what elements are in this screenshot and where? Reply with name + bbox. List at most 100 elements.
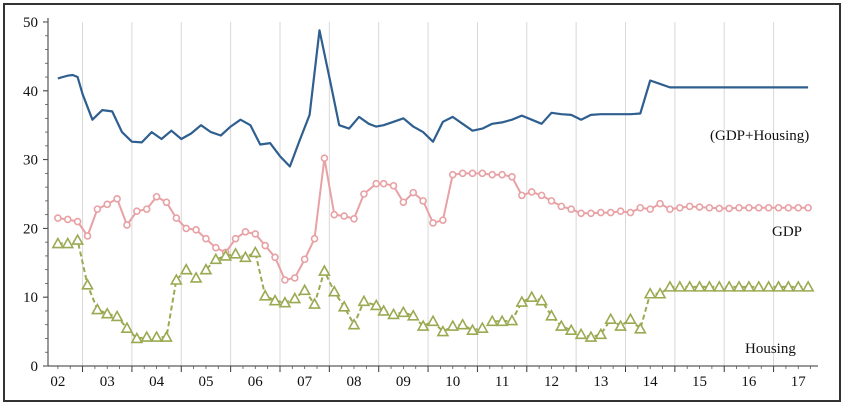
data-point: [209, 252, 223, 265]
data-point: [140, 330, 154, 342]
data-point: [63, 215, 72, 224]
data-point: [251, 230, 260, 238]
data-point: [162, 198, 171, 207]
data-point: [239, 250, 252, 263]
data-point: [772, 280, 785, 292]
data-point: [774, 203, 783, 212]
data-point: [90, 302, 104, 315]
data-point: [81, 278, 94, 290]
data-point: [468, 169, 477, 178]
data-point: [379, 179, 388, 188]
data-point: [360, 190, 368, 198]
y-tick-label: 0: [31, 359, 39, 375]
data-point: [202, 234, 210, 243]
data-point: [495, 314, 509, 327]
data-point: [377, 304, 391, 316]
data-point: [475, 321, 489, 333]
data-point: [683, 280, 697, 292]
data-point: [745, 203, 753, 212]
data-point: [416, 319, 430, 331]
data-point: [782, 280, 795, 292]
data-point: [169, 273, 183, 285]
data-point: [212, 243, 220, 252]
data-point: [426, 314, 440, 327]
y-tick-label: 50: [23, 15, 38, 31]
data-point: [429, 219, 437, 227]
data-point: [327, 285, 341, 297]
data-point: [142, 205, 151, 213]
data-point: [73, 217, 82, 226]
data-point: [160, 330, 173, 342]
data-point: [93, 205, 102, 213]
data-point: [527, 188, 536, 196]
data-point: [439, 216, 447, 224]
data-point: [258, 289, 272, 301]
data-point: [675, 203, 684, 212]
data-point: [369, 298, 383, 311]
data-point: [318, 264, 331, 276]
data-point: [715, 204, 724, 213]
data-point: [764, 203, 773, 212]
data-point: [152, 192, 161, 201]
data-point: [567, 205, 576, 213]
data-point: [310, 234, 319, 243]
x-tick-label: 10: [445, 374, 460, 390]
data-point: [554, 319, 568, 331]
x-tick-label: 12: [544, 374, 559, 390]
data-point: [199, 263, 213, 275]
data-point: [61, 236, 75, 249]
data-point: [110, 309, 124, 322]
data-point: [703, 280, 716, 292]
data-point: [537, 191, 546, 200]
data-point: [446, 319, 460, 331]
data-point: [515, 295, 529, 307]
data-point: [752, 280, 766, 292]
data-point: [577, 209, 585, 218]
data-point: [791, 280, 805, 292]
data-point: [281, 276, 289, 284]
data-point: [663, 280, 677, 292]
data-point: [320, 154, 329, 163]
x-tick-label: 09: [396, 374, 411, 390]
data-point: [712, 280, 726, 292]
series-label-housing: Housing: [745, 341, 796, 357]
x-tick-label: 15: [692, 374, 707, 390]
data-point: [51, 236, 65, 249]
data-point: [564, 323, 578, 336]
data-point: [498, 170, 506, 179]
data-point: [616, 207, 625, 215]
data-point: [525, 290, 539, 303]
y-tick-label: 30: [23, 153, 38, 169]
data-point: [448, 170, 457, 179]
data-point: [330, 210, 339, 219]
data-point: [636, 203, 645, 212]
data-point: [732, 280, 746, 292]
label-layer: (GDP+Housing) GDP Housing: [710, 128, 809, 357]
data-point: [594, 327, 608, 340]
data-point: [545, 309, 558, 321]
data-point: [120, 321, 134, 333]
data-point: [466, 323, 479, 336]
x-tick-label: 05: [198, 374, 213, 390]
data-point: [653, 287, 667, 299]
data-point: [518, 191, 526, 200]
data-point: [584, 330, 598, 342]
data-point: [350, 214, 358, 223]
data-point: [340, 212, 348, 220]
data-point: [83, 232, 92, 240]
data-point: [133, 207, 141, 215]
data-point: [685, 202, 694, 211]
data-point: [458, 169, 467, 178]
x-tick-label: 13: [593, 374, 608, 390]
data-point: [722, 280, 736, 292]
x-tick-label: 08: [347, 374, 362, 390]
data-point: [735, 203, 743, 212]
data-point: [231, 234, 240, 243]
data-point: [347, 318, 361, 330]
x-tick-label: 04: [149, 374, 165, 390]
data-point: [656, 199, 664, 208]
data-point: [754, 203, 763, 212]
data-point: [456, 318, 469, 330]
data-point: [535, 293, 548, 306]
